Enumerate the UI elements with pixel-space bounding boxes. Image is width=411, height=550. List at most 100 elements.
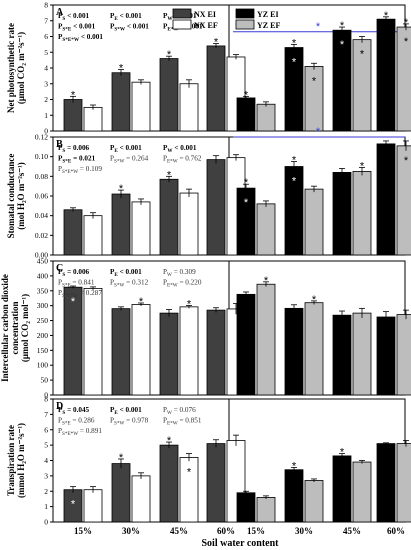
significance-star: *: [360, 49, 365, 61]
bar: [131, 475, 151, 523]
bar: [236, 492, 256, 523]
bar: [376, 316, 396, 396]
significance-star: *: [119, 452, 124, 464]
x-tick-label: 45%: [170, 526, 188, 536]
significance-star: *: [292, 460, 297, 472]
bar: [376, 443, 396, 523]
y-tick-label: 4: [44, 64, 48, 73]
y-tick-label: 7: [44, 410, 48, 419]
bar: [284, 307, 304, 396]
anova-stat: PS*E = 0.841: [58, 279, 95, 289]
bar: [206, 159, 226, 256]
legend-label: NX EI: [194, 10, 216, 19]
significance-star: *: [292, 37, 297, 49]
panel-letter: B: [56, 139, 63, 150]
significance-star: *: [187, 298, 192, 310]
y-axis-label: Net photosynthetic rate(μmol CO₂ m⁻²s⁻¹): [6, 23, 26, 113]
legend-swatch: [235, 19, 255, 30]
anova-stat: PS*E*W = 0.891: [58, 427, 102, 437]
anova-stat: PS < 0.001: [58, 12, 90, 22]
significance-star: *: [264, 275, 269, 287]
anova-stat: PS*E*W = 0.287: [58, 289, 102, 299]
y-tick-label: 6: [44, 32, 48, 41]
y-tick-label: 0.06: [35, 192, 48, 201]
bar: [131, 201, 151, 256]
anova-stat: PW = 0.076: [163, 406, 196, 416]
anova-stat: PS*W = 0.978: [110, 417, 149, 427]
anova-stat: PS*E < 0.001: [58, 23, 96, 33]
bar: [256, 103, 276, 132]
y-tick-label: 100: [37, 361, 49, 370]
significance-star: *: [187, 466, 192, 478]
y-tick-label: 1: [44, 111, 48, 120]
significance-star: *: [292, 155, 297, 167]
y-tick-label: 150: [37, 346, 49, 355]
panels: 0 1 2 3 4 5 6 7 8 Net photosynthetic rate(μmol CO…: [0, 1, 411, 536]
bar: [63, 99, 83, 132]
anova-stat: PS*E*W < 0.001: [58, 33, 103, 43]
anova-stat: PE*W = 0.851: [163, 417, 202, 427]
y-axis-label: Intercellular carbon dioxideconcentratio…: [0, 274, 30, 382]
bar: [111, 72, 131, 132]
y-tick-label: 5: [44, 441, 48, 450]
significance-star: *: [71, 296, 76, 308]
legend-label: YZ EI: [257, 10, 279, 19]
y-tick-label: 1: [44, 502, 48, 511]
bar: [111, 308, 131, 396]
significance-star: *: [340, 20, 345, 32]
y-tick-label: 400: [37, 271, 49, 280]
bar: [304, 302, 324, 396]
bar: [376, 143, 396, 256]
y-tick-label: 0.12: [35, 133, 48, 142]
anova-stat: PS = 0.006: [58, 144, 90, 154]
anova-stat: PW = 0.309: [163, 268, 196, 278]
y-tick-label: 450: [37, 257, 49, 266]
significance-star: *: [292, 57, 297, 69]
y-tick-label: 5: [44, 48, 48, 57]
bar: [352, 461, 372, 523]
anova-stat: PS = 0.006: [58, 268, 90, 278]
significance-star: *: [167, 49, 172, 61]
x-tick-label: 45%: [343, 526, 361, 536]
bar: [396, 443, 411, 523]
significance-star: *: [404, 155, 409, 167]
bar: [111, 193, 131, 256]
panel-B: 0.00 0.02 0.04 0.06 0.08 0.10 0.12 Stomatal con…: [6, 126, 411, 260]
reference-star: *: [316, 21, 321, 33]
bar: [83, 215, 103, 256]
y-tick-label: 50: [41, 376, 49, 385]
significance-star: *: [214, 37, 219, 49]
significance-star: *: [340, 447, 345, 459]
significance-star: *: [119, 183, 124, 195]
bar: [206, 45, 226, 132]
legend-swatch: [172, 19, 192, 30]
significance-star: *: [71, 89, 76, 101]
anova-stat: PE < 0.001: [110, 144, 142, 154]
anova-stat: PS*W < 0.001: [110, 23, 149, 33]
anova-stat: PS*E = 0.021: [58, 155, 96, 165]
panel-D: 0 1 2 3 4 5 6 7 8 Transpiration rate(mmol H₂O m⁻²…: [6, 395, 411, 536]
anova-stat: PW < 0.001: [163, 144, 197, 154]
bar: [83, 106, 103, 132]
anova-stat: PS*W = 0.264: [110, 155, 149, 165]
bar: [236, 293, 256, 396]
y-tick-label: 350: [37, 286, 49, 295]
significance-star: *: [167, 435, 172, 447]
significance-star: *: [384, 10, 389, 22]
bar: [304, 188, 324, 256]
bar: [304, 480, 324, 523]
panel-letter: D: [56, 401, 63, 412]
bar: [206, 443, 226, 523]
y-tick-label: 0.02: [35, 231, 48, 240]
significance-star: *: [340, 39, 345, 51]
anova-stat: PE*W = 0.762: [163, 155, 202, 165]
significance-star: *: [167, 169, 172, 181]
panel-A: 0 1 2 3 4 5 6 7 8 Net photosynthetic rate(μmol CO…: [6, 1, 411, 136]
bar: [159, 58, 179, 132]
bar: [83, 287, 103, 396]
anova-stat: PS*W = 0.312: [110, 279, 149, 289]
bar: [131, 304, 151, 396]
significance-star: *: [404, 17, 409, 29]
anova-stat: PE < 0.001: [110, 268, 142, 278]
legend-swatch: [172, 8, 192, 19]
